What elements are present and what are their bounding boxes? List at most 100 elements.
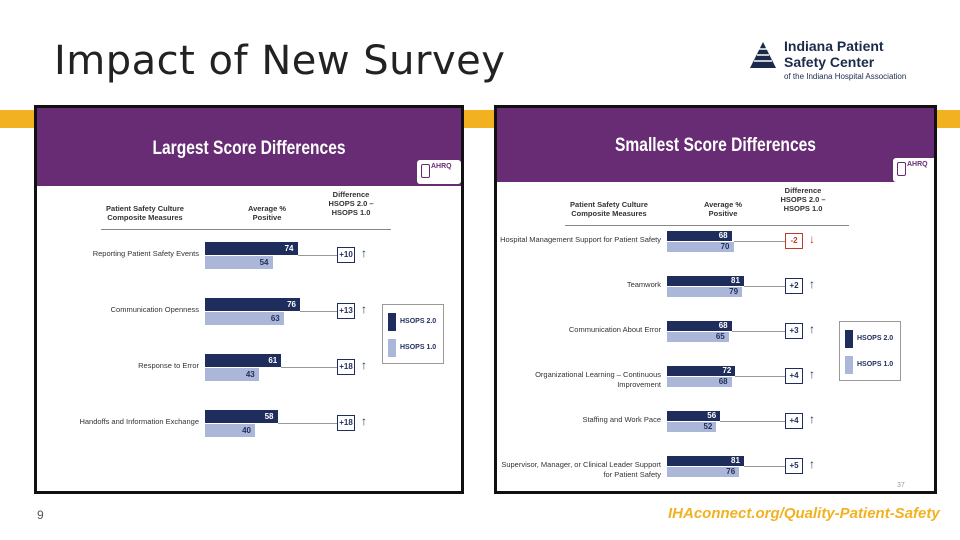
row-label: Communication Openness	[110, 305, 199, 314]
difference-value: +18	[337, 415, 355, 431]
header-rule	[101, 229, 391, 230]
connector-line	[743, 466, 785, 467]
row-label: Response to Error	[138, 361, 199, 370]
difference-value: +18	[337, 359, 355, 375]
arrow-up-icon: ↑	[361, 302, 367, 316]
bar-value: 74	[284, 243, 294, 253]
bar-value: 70	[720, 242, 730, 251]
connector-line	[281, 367, 337, 368]
bar-hsops-2: 72	[667, 366, 736, 376]
bar-value: 68	[718, 321, 728, 330]
row-label: Supervisor, Manager, or Clinical Leader …	[501, 460, 661, 479]
arrow-up-icon: ↑	[361, 414, 367, 428]
largest-differences-chart: Largest Score Differences AHRQ Patient S…	[34, 105, 464, 494]
arrow-up-icon: ↑	[361, 358, 367, 372]
arrow-up-icon: ↑	[809, 322, 815, 336]
bar-value: 40	[242, 425, 251, 435]
column-header-average: Average % Positive	[703, 200, 743, 218]
logo-mark-icon	[750, 42, 776, 68]
difference-value: +5	[785, 458, 803, 474]
bar-value: 76	[287, 299, 296, 309]
panel-title: Smallest Score Differences	[615, 135, 816, 156]
bar-value: 79	[729, 287, 739, 296]
arrow-up-icon: ↑	[809, 457, 815, 471]
row-label: Reporting Patient Safety Events	[92, 249, 199, 258]
bar-hsops-1: 68	[667, 377, 732, 387]
panel-header: Largest Score Differences AHRQ	[37, 108, 461, 186]
logo: Indiana Patient Safety Center of the Ind…	[746, 38, 936, 84]
legend-hsops-2: HSOPS 2.0	[857, 335, 894, 342]
legend-hsops-1: HSOPS 1.0	[857, 361, 894, 368]
bar-value: 56	[707, 411, 717, 420]
legend: HSOPS 2.0 HSOPS 1.0	[839, 321, 901, 381]
bar-hsops-2: 81	[667, 456, 744, 466]
bar-hsops-1: 76	[667, 467, 740, 477]
difference-value: +10	[337, 247, 355, 263]
bar-value: 58	[264, 411, 274, 421]
difference-value: +13	[337, 303, 355, 319]
difference-value: +2	[785, 278, 803, 294]
smallest-differences-chart: Smallest Score Differences AHRQ Patient …	[494, 105, 937, 494]
arrow-up-icon: ↑	[361, 246, 367, 260]
legend-hsops-2: HSOPS 2.0	[400, 318, 437, 325]
bar-hsops-1: 63	[205, 312, 284, 325]
column-header-average: Average % Positive	[247, 204, 287, 222]
ahrq-logo: AHRQ	[417, 160, 461, 184]
bar-value: 68	[718, 231, 728, 240]
row-label: Communication About Error	[568, 325, 661, 334]
row-label: Teamwork	[626, 280, 661, 289]
bar-hsops-1: 79	[667, 287, 743, 297]
logo-line-3: of the Indiana Hospital Association	[784, 72, 907, 81]
connector-line	[743, 286, 785, 287]
connector-line	[297, 255, 337, 256]
logo-line-1: Indiana Patient	[784, 38, 884, 54]
slide-number: 9	[37, 508, 44, 522]
bar-hsops-1: 52	[667, 422, 717, 432]
column-header-measure: Patient Safety Culture Composite Measure…	[570, 200, 648, 218]
bar-value: 72	[722, 366, 732, 375]
footer-link[interactable]: IHAconnect.org/Quality-Patient-Safety	[668, 505, 940, 522]
bar-hsops-1: 43	[205, 368, 259, 381]
bar-hsops-2: 61	[205, 354, 282, 367]
bar-hsops-1: 65	[667, 332, 729, 342]
legend: HSOPS 2.0 HSOPS 1.0	[382, 304, 444, 364]
row-label: Hospital Management Support for Patient …	[500, 235, 661, 244]
connector-line	[720, 421, 785, 422]
bar-value: 61	[268, 355, 278, 365]
connector-line	[735, 376, 785, 377]
bar-value: 63	[270, 313, 280, 323]
row-label: Handoffs and Information Exchange	[79, 417, 199, 426]
accent-bar-middle	[464, 110, 496, 128]
bar-value: 52	[703, 422, 713, 431]
bar-value: 81	[731, 456, 740, 465]
bar-hsops-1: 40	[205, 424, 255, 437]
bar-value: 68	[718, 377, 728, 386]
bar-hsops-2: 56	[667, 411, 721, 421]
bar-hsops-2: 58	[205, 410, 278, 423]
bar-hsops-2: 68	[667, 231, 732, 241]
bar-hsops-2: 68	[667, 321, 732, 331]
inner-page-number: 37	[897, 482, 905, 489]
column-header-measure: Patient Safety Culture Composite Measure…	[106, 204, 184, 222]
row-label: Organizational Learning – Continuous Imp…	[535, 370, 661, 389]
panel-title: Largest Score Differences	[152, 138, 346, 159]
accent-bar-right	[937, 110, 960, 128]
panel-header: Smallest Score Differences AHRQ	[497, 108, 934, 182]
bar-hsops-2: 74	[205, 242, 298, 255]
slide-title: Impact of New Survey	[54, 38, 506, 84]
difference-value: -2	[785, 233, 803, 249]
difference-value: +4	[785, 368, 803, 384]
difference-value: +4	[785, 413, 803, 429]
column-header-difference: Difference HSOPS 2.0 – HSOPS 1.0	[328, 190, 374, 217]
bar-value: 76	[726, 467, 736, 476]
bar-hsops-2: 76	[205, 298, 300, 311]
connector-line	[731, 331, 785, 332]
bar-hsops-1: 54	[205, 256, 273, 269]
difference-value: +3	[785, 323, 803, 339]
arrow-up-icon: ↑	[809, 367, 815, 381]
bar-hsops-1: 70	[667, 242, 734, 252]
header-rule	[565, 225, 849, 226]
logo-line-2: Safety Center	[784, 54, 875, 70]
arrow-down-icon: ↓	[809, 232, 815, 246]
bar-value: 65	[715, 332, 725, 341]
